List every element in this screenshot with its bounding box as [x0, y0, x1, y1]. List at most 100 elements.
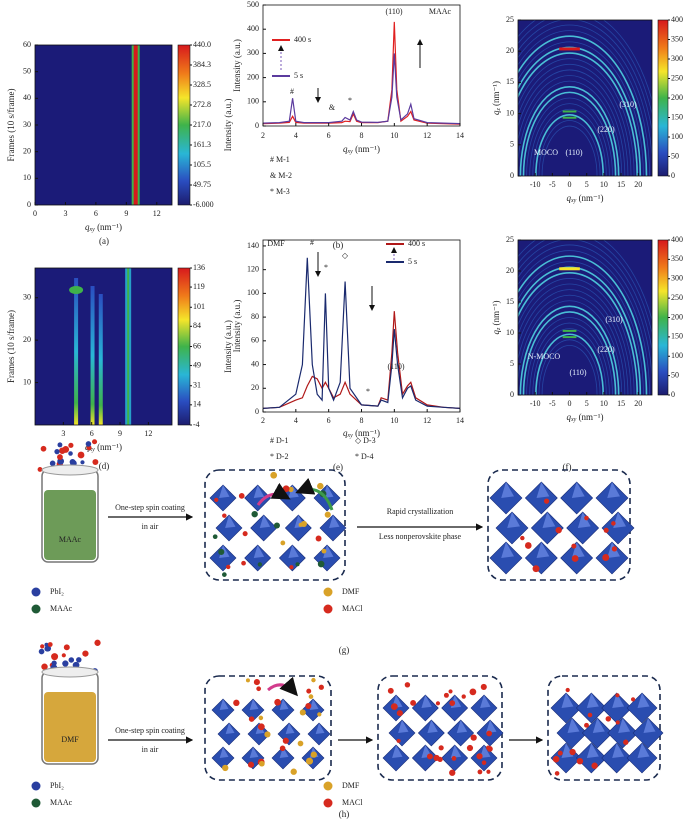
- molecule: [37, 467, 43, 472]
- molecule: [273, 522, 280, 529]
- diffraction-ring: [529, 322, 610, 395]
- colorbar-tick-label: 161.3: [193, 140, 211, 149]
- octahedron-facet: [398, 720, 409, 733]
- octahedron: [215, 514, 243, 542]
- colorbar-tick-label: 100: [671, 351, 683, 360]
- octahedron: [382, 744, 410, 772]
- molecule: [257, 562, 263, 567]
- diffraction-spot: [562, 329, 577, 332]
- diffraction-ring: [518, 41, 644, 176]
- octahedron: [595, 541, 629, 575]
- molecule: [451, 756, 457, 761]
- octahedron-facet: [501, 542, 514, 558]
- molecule: [82, 650, 89, 657]
- molecule: [40, 644, 45, 649]
- y-tick-label: 10: [506, 108, 514, 117]
- octahedron: [244, 544, 272, 572]
- x-tick-label: 0: [33, 209, 37, 218]
- motion-arrow: [295, 477, 334, 511]
- legend-label: PbI₂: [50, 587, 64, 596]
- colorbar-tick-label: 119: [193, 282, 205, 291]
- octahedron-facet: [501, 482, 514, 498]
- octahedron-facet: [249, 747, 259, 758]
- octahedron: [209, 544, 237, 572]
- molecule: [486, 730, 493, 737]
- panel-caption: (d): [99, 461, 110, 471]
- molecule: [611, 546, 618, 552]
- plot-area: [35, 268, 172, 425]
- plot-area: [518, 20, 652, 176]
- diffraction-spot: [559, 267, 580, 271]
- label-symbol: q: [343, 428, 348, 438]
- step-label: in air: [142, 522, 159, 531]
- series-line: [263, 21, 460, 125]
- octahedron-facet: [536, 482, 550, 498]
- octahedron: [524, 481, 558, 515]
- axes-frame: [517, 19, 653, 177]
- molecule: [571, 555, 579, 562]
- heatmap-blob: [69, 286, 84, 294]
- diffraction-spot: [562, 116, 577, 119]
- colorbar-tick-label: 105.5: [193, 160, 211, 169]
- y-tick-label: 20: [251, 383, 259, 392]
- molecule: [253, 679, 260, 686]
- legend-dot: [323, 781, 333, 791]
- legend-label: PbI₂: [50, 781, 64, 790]
- octahedron-facet: [329, 515, 340, 528]
- y-tick-label: 5: [510, 140, 514, 149]
- diffraction-ring: [518, 52, 639, 176]
- annotation: &: [329, 103, 336, 112]
- colorbar: [657, 239, 669, 396]
- x-axis-label: qxy (nm⁻¹): [85, 222, 122, 233]
- molecule: [630, 697, 636, 702]
- colorbar-tick-label: 272.8: [193, 100, 211, 109]
- octahedron: [560, 481, 594, 515]
- x-tick-label: 10: [390, 416, 398, 425]
- molecule: [247, 761, 255, 768]
- octahedron: [441, 694, 469, 722]
- octahedron: [607, 717, 639, 749]
- x-tick-label: -5: [549, 399, 556, 408]
- diffraction-ring: [518, 250, 650, 395]
- octahedron: [626, 742, 658, 774]
- diffraction-ring: [519, 305, 620, 395]
- octahedron: [550, 692, 582, 724]
- molecule: [321, 548, 327, 554]
- colorbar-tick-label: 136: [193, 263, 205, 272]
- diffraction-ring: [541, 125, 598, 176]
- molecule: [62, 446, 70, 453]
- molecule: [615, 720, 620, 725]
- diffraction-ring: [518, 30, 650, 176]
- molecule: [298, 522, 303, 527]
- legend-dot: [31, 781, 41, 791]
- x-tick-label: 15: [617, 399, 625, 408]
- y-axis-label: qz (nm⁻¹): [491, 300, 502, 334]
- label-symbol: q: [343, 144, 348, 154]
- octahedron-facet: [225, 515, 236, 528]
- molecule: [257, 723, 265, 731]
- diffraction-spot: [562, 110, 577, 113]
- colorbar-tick-label: 150: [671, 112, 683, 121]
- panel-caption: (a): [99, 236, 109, 246]
- octahedron: [575, 742, 607, 774]
- molecule: [238, 493, 245, 499]
- diffraction-ring: [526, 97, 613, 176]
- molecule: [318, 684, 324, 690]
- molecule: [449, 769, 456, 776]
- octahedron-facet: [536, 542, 550, 558]
- octahedron-facet: [323, 545, 334, 558]
- label-subscript: xy: [570, 417, 577, 423]
- colorbar-tick-label: 84: [193, 321, 201, 330]
- molecule: [44, 645, 51, 652]
- octahedron-facet: [561, 693, 574, 708]
- molecule: [557, 750, 563, 756]
- molecule: [584, 515, 589, 521]
- x-tick-label: 6: [327, 416, 331, 425]
- x-tick-label: 8: [360, 416, 364, 425]
- molecule: [54, 449, 60, 455]
- diffraction-ring: [518, 63, 632, 176]
- annotation: *: [366, 387, 370, 396]
- colorbar-tick-label: 49: [193, 360, 201, 369]
- x-tick-label: 4: [294, 131, 298, 140]
